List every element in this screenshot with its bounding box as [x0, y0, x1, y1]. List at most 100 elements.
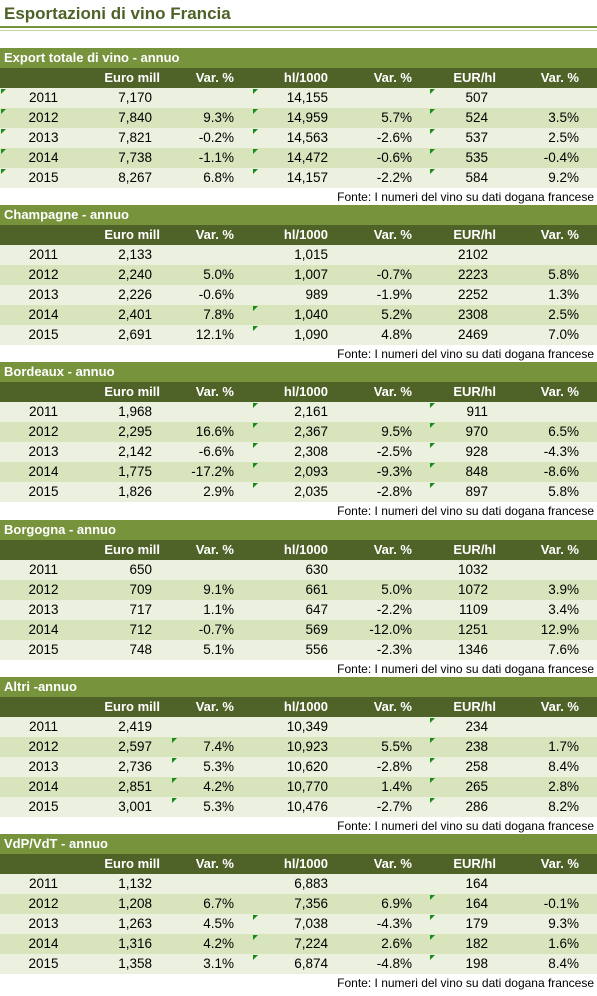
eur-hl-var-cell: 8.4% [548, 759, 579, 774]
eur-hl-var-cell [504, 402, 597, 422]
euro-mill-cell: 1,775 [118, 464, 152, 479]
eur-hl-cell: 198 [465, 956, 488, 971]
table-row: 2014 1,316 4.2% 7,224 2.6% 182 1.6% [0, 934, 597, 954]
year-header [0, 854, 85, 874]
source-note: Fonte: I numeri del vino su dati dogana … [337, 504, 594, 518]
hl-var-cell: -0.7% [376, 267, 412, 282]
table-row: 2012 1,208 6.7% 7,356 6.9% 164 -0.1% [0, 894, 597, 914]
hl-cell: 556 [305, 642, 328, 657]
error-indicator-icon [172, 758, 177, 763]
hl-cell: 14,563 [286, 130, 328, 145]
year-cell: 2014 [28, 150, 59, 165]
section-table: VdP/VdT - annuo Euro mill Var. % hl/1000 Var… [0, 834, 597, 992]
euro-var-cell [170, 245, 252, 265]
euro-var-cell [170, 88, 252, 108]
euro-var-header: Var. % [195, 70, 234, 85]
table-row: 2011 650 630 1032 [0, 560, 597, 580]
eur-hl-var-cell: 3.9% [548, 582, 579, 597]
year-cell: 2015 [28, 642, 59, 657]
year-cell: 2014 [28, 464, 59, 479]
eur-hl-cell: 1346 [457, 642, 488, 657]
eur-hl-cell: 2223 [457, 267, 488, 282]
hl-cell: 14,472 [286, 150, 328, 165]
euro-var-header: Var. % [195, 384, 234, 399]
eur-hl-var-cell: -0.1% [543, 896, 579, 911]
hl-var-header: Var. % [373, 227, 412, 242]
section-table: Bordeaux - annuo Euro mill Var. % hl/1000 Va… [0, 362, 597, 520]
euro-var-cell: 5.3% [203, 799, 234, 814]
euro-var-cell: -0.2% [198, 130, 234, 145]
year-cell: 2015 [28, 799, 59, 814]
hl-var-cell: -1.9% [376, 287, 412, 302]
year-header [0, 697, 85, 717]
euro-mill-cell: 1,208 [118, 896, 152, 911]
hl-cell: 2,035 [294, 484, 328, 499]
euro-mill-cell: 748 [129, 642, 152, 657]
year-cell: 2014 [28, 307, 59, 322]
euro-mill-cell: 1,263 [118, 916, 152, 931]
eur-hl-var-cell: 7.6% [548, 642, 579, 657]
table-row: 2011 2,419 10,349 234 [0, 717, 597, 737]
table-row: 2011 2,133 1,015 2102 [0, 245, 597, 265]
euro-mill-cell: 1,316 [118, 936, 152, 951]
euro-mill-cell: 8,267 [118, 170, 152, 185]
error-indicator-icon [1, 129, 6, 134]
error-indicator-icon [430, 169, 435, 174]
error-indicator-icon [253, 443, 258, 448]
euro-var-header: Var. % [195, 699, 234, 714]
eur-hl-var-cell: 9.3% [548, 916, 579, 931]
euro-var-cell [170, 717, 252, 737]
eur-hl-cell: 911 [466, 404, 488, 419]
euro-mill-header: Euro mill [104, 384, 160, 399]
hl-cell: 2,161 [294, 404, 328, 419]
error-indicator-icon [253, 169, 258, 174]
hl-header: hl/1000 [283, 227, 328, 242]
eur-hl-cell: 286 [465, 799, 488, 814]
euro-mill-header: Euro mill [104, 856, 160, 871]
error-indicator-icon [430, 483, 435, 488]
eur-hl-cell: 897 [465, 484, 488, 499]
year-cell: 2011 [28, 404, 59, 419]
hl-cell: 569 [305, 622, 328, 637]
euro-var-header: Var. % [195, 542, 234, 557]
table-row: 2014 2,851 4.2% 10,770 1.4% 265 2.8% [0, 777, 597, 797]
page-title: Esportazioni di vino Francia [4, 4, 231, 23]
source-note: Fonte: I numeri del vino su dati dogana … [337, 819, 594, 833]
hl-header: hl/1000 [283, 384, 328, 399]
error-indicator-icon [253, 403, 258, 408]
euro-mill-cell: 2,851 [118, 779, 152, 794]
euro-var-cell: 16.6% [195, 424, 234, 439]
hl-cell: 10,349 [286, 719, 328, 734]
year-cell: 2014 [28, 622, 59, 637]
euro-var-cell: 3.1% [203, 956, 234, 971]
title-divider [0, 26, 597, 28]
euro-mill-cell: 2,597 [118, 739, 152, 754]
hl-var-cell: 4.8% [381, 327, 412, 342]
euro-var-cell: 5.1% [203, 642, 234, 657]
euro-mill-header: Euro mill [104, 70, 160, 85]
year-header [0, 540, 85, 560]
hl-var-cell: -2.6% [376, 130, 412, 145]
euro-var-cell: 9.3% [203, 110, 234, 125]
hl-cell: 7,356 [294, 896, 328, 911]
euro-mill-cell: 2,691 [118, 327, 152, 342]
euro-var-cell: 2.9% [203, 484, 234, 499]
eur-hl-cell: 182 [465, 936, 488, 951]
euro-mill-cell: 2,295 [118, 424, 152, 439]
eur-hl-var-cell: 6.5% [548, 424, 579, 439]
euro-var-cell: 12.1% [195, 327, 234, 342]
euro-var-cell: 7.4% [203, 739, 234, 754]
error-indicator-icon [430, 149, 435, 154]
error-indicator-icon [253, 915, 258, 920]
eur-hl-var-header: Var. % [540, 227, 579, 242]
year-cell: 2015 [28, 956, 59, 971]
hl-var-cell: -12.0% [369, 622, 412, 637]
error-indicator-icon [253, 129, 258, 134]
error-indicator-icon [253, 89, 258, 94]
eur-hl-var-cell: 8.4% [548, 956, 579, 971]
euro-mill-cell: 2,401 [118, 307, 152, 322]
eur-hl-var-cell: 5.8% [548, 267, 579, 282]
year-cell: 2011 [28, 562, 59, 577]
error-indicator-icon [430, 109, 435, 114]
error-indicator-icon [253, 483, 258, 488]
